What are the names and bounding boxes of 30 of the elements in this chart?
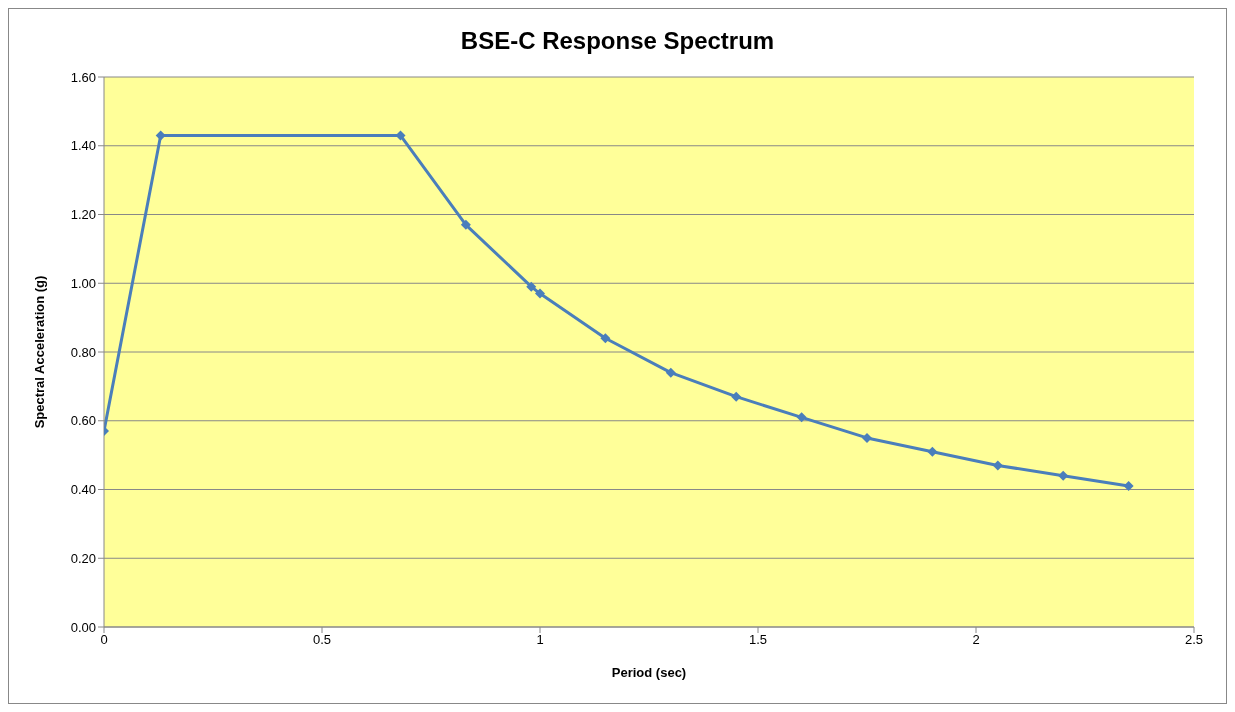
x-axis-title: Period (sec) [611,665,687,680]
y-tick-label: 1.40 [70,138,96,154]
point [526,281,537,292]
point [535,288,545,299]
y-tick-label: 0.40 [70,482,96,498]
y-tick-label: 0.20 [70,550,96,566]
x-tick-label: 1 [536,632,544,648]
point [460,219,471,230]
x-tick-label: 0.5 [312,632,332,648]
y-tick-label: 0.00 [70,619,96,635]
x-tick-label: 0 [100,632,108,648]
y-tick-label: 1.60 [70,69,96,85]
point [927,446,938,457]
point [731,391,742,402]
y-axis-title: Spectral Acceleration (g) [31,275,47,429]
x-tick-label: 1.5 [748,632,768,648]
point [665,367,676,378]
y-tick-label: 0.80 [70,344,96,360]
point [992,460,1003,471]
point [862,432,872,443]
y-tick-label: 0.60 [70,413,96,429]
point [796,412,807,423]
y-tick-label: 1.20 [70,207,96,223]
x-tick-label: 2.5 [1184,632,1204,648]
point [600,333,611,344]
x-tick-label: 2 [972,632,980,648]
chart-title: BSE-C Response Spectrum [459,27,776,56]
y-tick-label: 1.00 [70,275,96,291]
point [1123,481,1134,492]
point [1058,470,1069,481]
